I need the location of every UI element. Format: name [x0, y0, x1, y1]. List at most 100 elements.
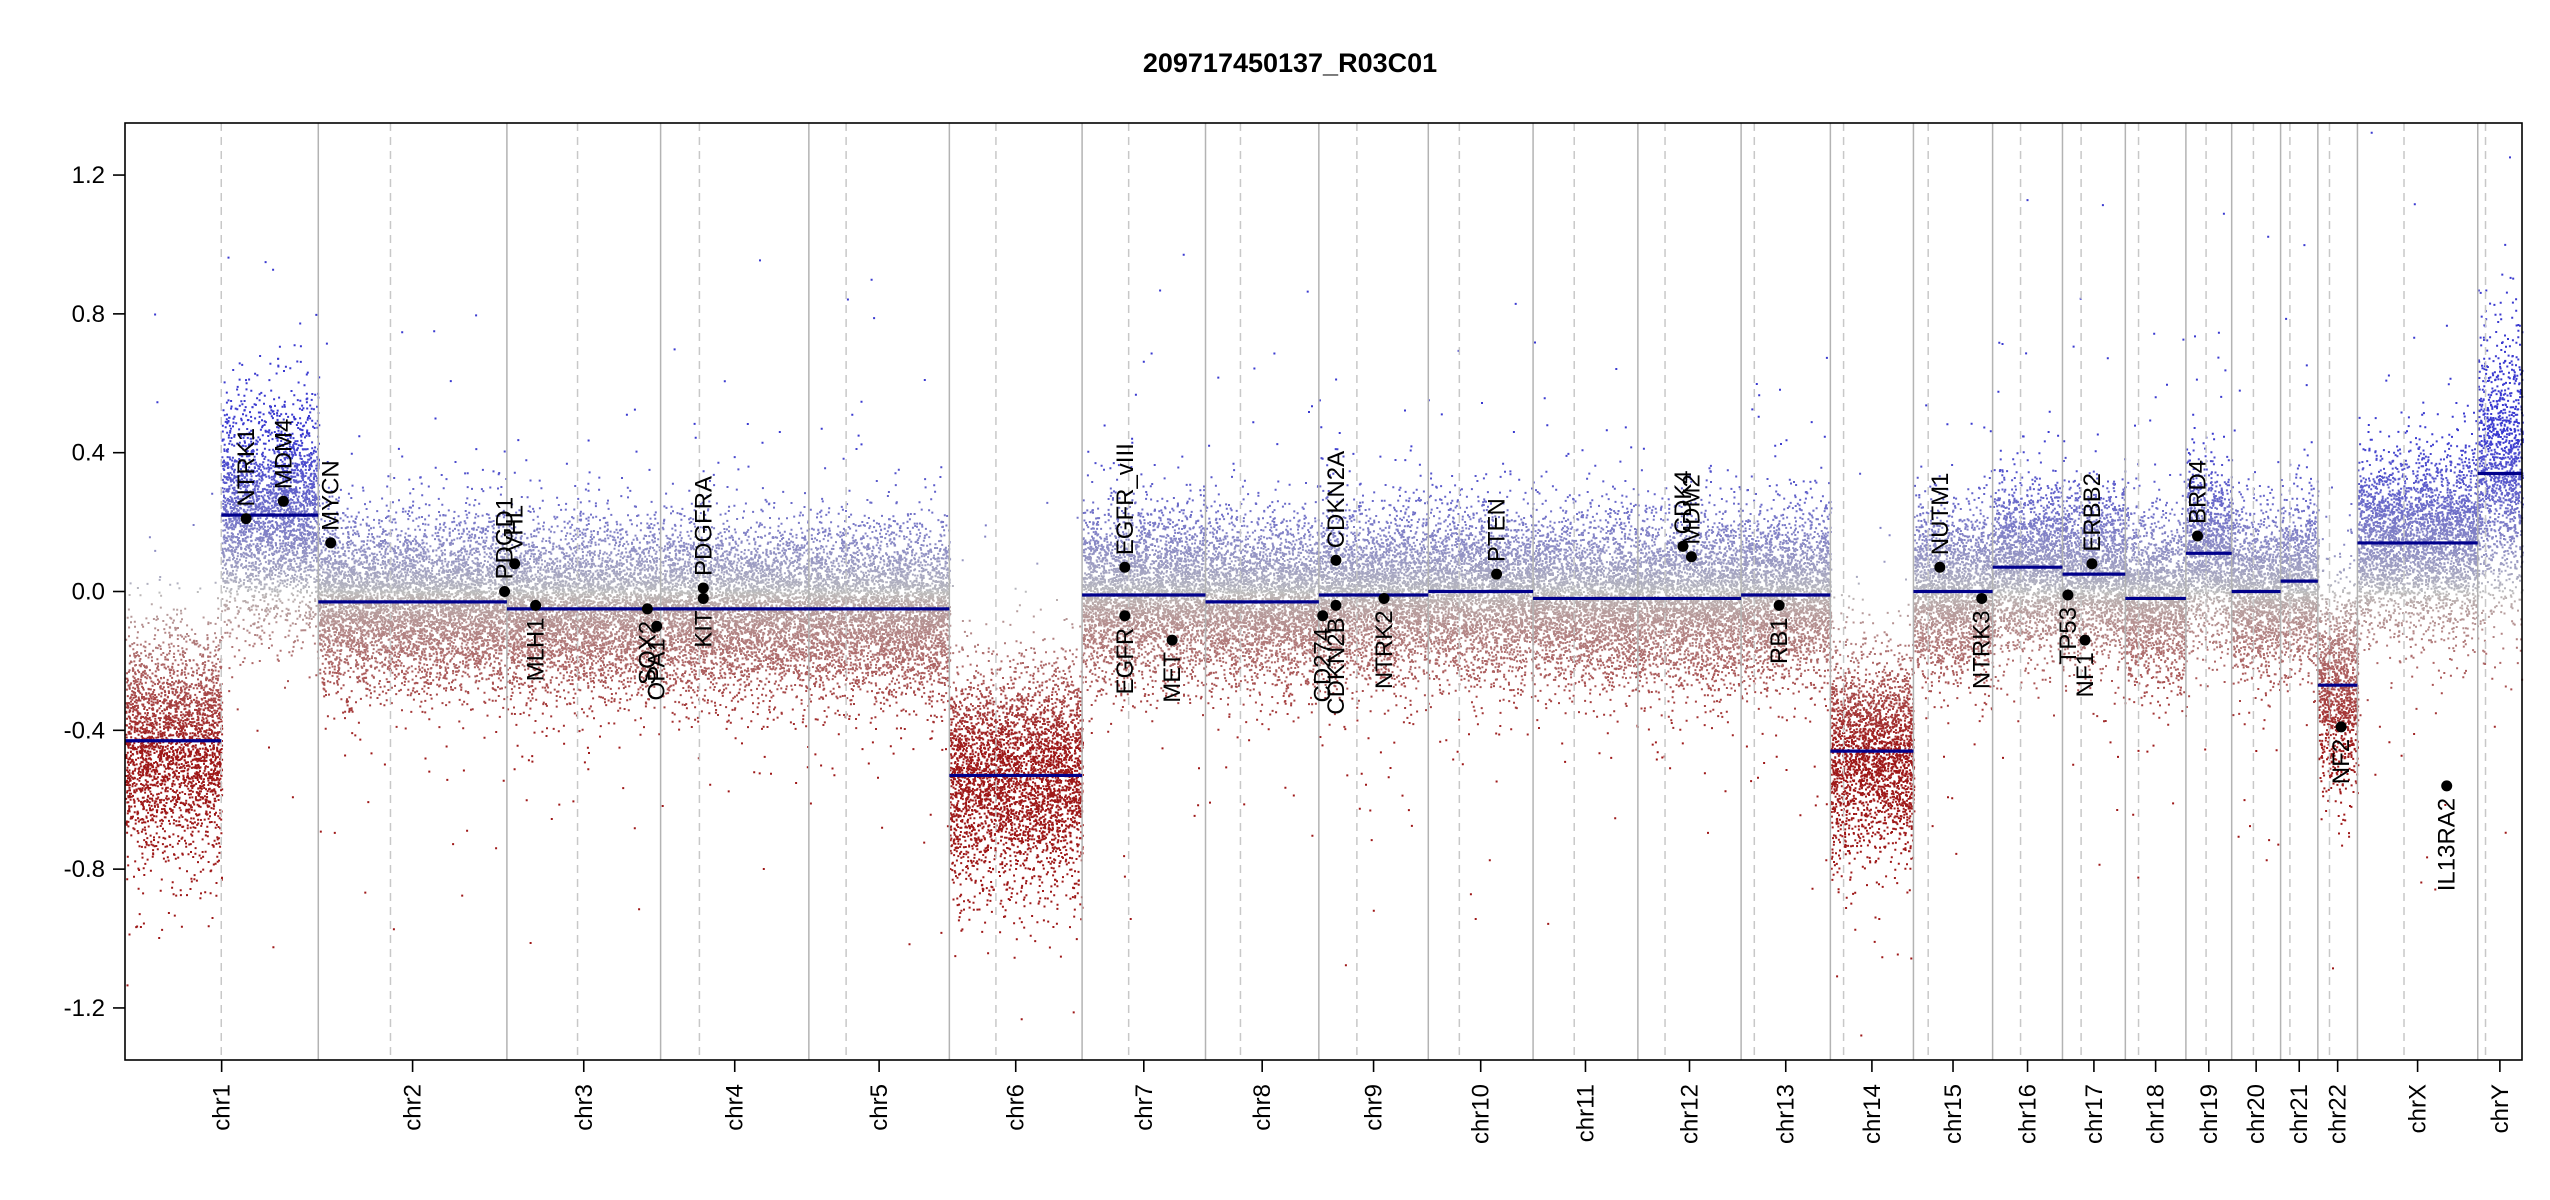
probe-dot-cluster	[223, 534, 2519, 538]
probe-dot-cluster	[225, 599, 2476, 603]
probe-dot-cluster	[136, 699, 2356, 703]
probe-dot-cluster	[229, 544, 2512, 548]
probe-dot-cluster	[2483, 440, 2492, 443]
x-tick-label: chr6	[1003, 1084, 1030, 1131]
probe-dot-cluster	[238, 482, 2520, 486]
probe-dot-cluster	[132, 690, 2351, 694]
probe-dot-cluster	[221, 439, 2520, 443]
gene-label: CDKN2A	[1323, 451, 1350, 548]
probe-dot-cluster	[224, 528, 2510, 532]
probe-dots	[125, 131, 2524, 1037]
y-tick-label: 0.0	[72, 579, 105, 606]
gene-label: BRD4	[2185, 460, 2212, 524]
gene-label: MDM2	[1678, 474, 1705, 545]
gene-label: EGFR_vIII	[1112, 443, 1139, 555]
gene-label: PDGFRA	[690, 476, 717, 576]
gene-point	[1685, 551, 1697, 563]
x-tick-label: chr8	[1249, 1084, 1276, 1131]
gene-label: NUTM1	[1927, 473, 1954, 556]
gene-label: VHL	[502, 505, 529, 552]
probe-dot-cluster	[128, 668, 2356, 672]
gene-point	[1330, 599, 1342, 611]
probe-dot-cluster	[126, 741, 2391, 745]
probe-dot-cluster	[341, 594, 2480, 597]
probe-dot-cluster	[224, 522, 2521, 526]
probe-dot-cluster	[134, 625, 2496, 629]
probe-dot-cluster	[230, 579, 2508, 582]
probe-dot-cluster	[238, 440, 2524, 444]
gene-label: NF2	[2328, 739, 2355, 784]
probe-dot-cluster	[230, 483, 2518, 487]
gene-label: RB1	[1766, 617, 1793, 664]
probe-dot-cluster	[131, 713, 2362, 717]
probe-dot-cluster	[125, 742, 2355, 746]
y-tick-label: 1.2	[72, 162, 105, 189]
probe-dot-cluster	[257, 558, 2493, 561]
probe-dot-cluster	[224, 589, 2514, 593]
probe-dot-cluster	[134, 727, 2350, 731]
x-tick-label: chr13	[1773, 1084, 1800, 1144]
probe-dot-cluster	[126, 694, 2340, 698]
probe-dot-cluster	[154, 634, 2470, 638]
probe-dot-cluster	[230, 587, 2470, 591]
probe-dot-cluster	[226, 450, 2521, 455]
probe-dot-cluster	[227, 465, 2507, 469]
x-tick-label: chr7	[1131, 1084, 1158, 1131]
probe-dot-cluster	[156, 646, 2518, 650]
probe-dot-cluster	[125, 711, 2437, 715]
x-tick-label: chr14	[1859, 1084, 1886, 1144]
probe-dot-cluster	[223, 487, 2516, 491]
probe-dot-cluster	[237, 610, 2503, 614]
gene-label: MET	[1159, 652, 1186, 703]
probe-dot-cluster	[134, 656, 2415, 660]
x-tick-label: chr22	[2325, 1084, 2352, 1144]
probe-dot-cluster	[225, 525, 2517, 530]
gene-label: MYCN	[318, 460, 345, 531]
probe-dot-cluster	[130, 681, 2393, 685]
probe-dot-cluster	[227, 546, 2512, 550]
probe-dot-cluster	[223, 508, 2517, 512]
gene-label: TP53	[2055, 607, 2082, 664]
probe-dot-cluster	[229, 595, 2513, 598]
probe-dot-cluster	[226, 472, 2524, 476]
probe-dot-cluster	[231, 456, 2523, 460]
gene-label: MDM4	[270, 419, 297, 490]
probe-dot-cluster	[181, 618, 2523, 621]
probe-dot-cluster	[136, 684, 2359, 687]
probe-dot-cluster	[263, 446, 2514, 450]
probe-dot-cluster	[148, 744, 2336, 747]
probe-dot-cluster	[184, 607, 2474, 611]
probe-dot-cluster	[232, 557, 2509, 561]
probe-dot-cluster	[226, 536, 2515, 541]
gene-point	[509, 558, 521, 570]
gene-point	[2441, 780, 2453, 792]
probe-dot-cluster	[125, 710, 2359, 714]
probe-dot-cluster	[305, 611, 2477, 614]
gene-point	[2192, 530, 2204, 542]
probe-dot-cluster	[226, 510, 2521, 514]
probe-dot-cluster	[227, 436, 2517, 440]
probe-dot-cluster	[151, 707, 2418, 710]
probe-dot-cluster	[128, 686, 2393, 690]
probe-dot-cluster	[221, 511, 2515, 516]
probe-dot-cluster	[324, 602, 2475, 605]
probe-dot-cluster	[236, 593, 2475, 596]
probe-dot-cluster	[222, 577, 2518, 580]
y-tick-label: -0.4	[64, 717, 105, 744]
probe-dot-cluster	[186, 632, 2503, 636]
probe-dot-cluster	[211, 491, 2520, 496]
x-tick-label: chr17	[2081, 1084, 2108, 1144]
probe-dot-cluster	[263, 596, 2508, 600]
probe-dot-cluster	[134, 655, 2413, 659]
probe-dot-cluster	[222, 499, 2518, 502]
probe-dot-cluster	[130, 700, 2358, 704]
x-tick-label: chr10	[1468, 1084, 1495, 1144]
probe-dot-cluster	[161, 734, 2343, 738]
x-tick-label: chr5	[866, 1084, 893, 1131]
y-axis: -1.2 -0.8 -0.4 0.0 0.4 0.8 1.2	[64, 162, 125, 1022]
probe-dot-cluster	[222, 466, 2513, 471]
gene-label: PTEN	[1484, 498, 1511, 562]
probe-dot-cluster	[127, 745, 2359, 750]
probe-dot-cluster	[225, 514, 2522, 518]
